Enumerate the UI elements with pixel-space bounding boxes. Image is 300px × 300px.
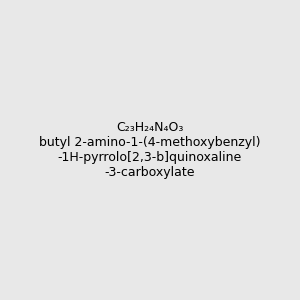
Text: C₂₃H₂₄N₄O₃
butyl 2-amino-1-(4-methoxybenzyl)
-1H-pyrrolo[2,3-b]quinoxaline
-3-ca: C₂₃H₂₄N₄O₃ butyl 2-amino-1-(4-methoxyben… xyxy=(39,121,261,179)
